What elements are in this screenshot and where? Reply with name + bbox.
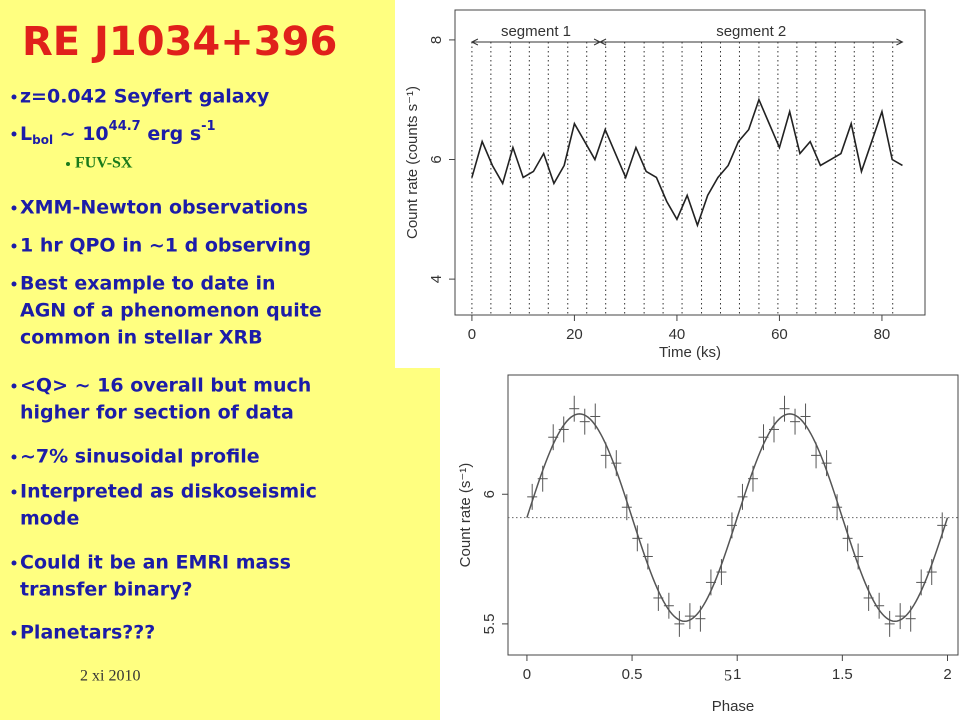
bullet-dot bbox=[11, 205, 17, 211]
sine-fit bbox=[526, 413, 949, 623]
bullet-dot bbox=[11, 281, 17, 287]
sub-bullet: FUV-SX bbox=[75, 155, 133, 172]
bullet-dot bbox=[66, 162, 70, 166]
x-tick-label: 0.5 bbox=[622, 666, 643, 683]
segment-label: segment 1 bbox=[501, 23, 571, 40]
bullet-text: Best example to date in bbox=[20, 273, 276, 295]
chart-panel bbox=[395, 0, 960, 368]
title: RE J1034+396 bbox=[22, 19, 337, 65]
bullet-dot bbox=[11, 243, 17, 249]
bullet-dot bbox=[11, 489, 17, 495]
light-curve bbox=[471, 97, 903, 228]
bullet-dot bbox=[11, 560, 17, 566]
bullet-dot bbox=[11, 630, 17, 636]
bullet-text: transfer binary? bbox=[20, 579, 192, 601]
x-tick-label: 60 bbox=[771, 326, 788, 343]
bullet-dot bbox=[11, 383, 17, 389]
bullet-text: 1 hr QPO in ~1 d observing bbox=[20, 235, 311, 257]
y-tick-label: 6 bbox=[428, 155, 445, 163]
bullet-text: ~7% sinusoidal profile bbox=[20, 446, 260, 468]
x-axis-label: Phase bbox=[712, 698, 755, 715]
bullet-part: bol bbox=[32, 133, 53, 147]
bullet-dot bbox=[11, 94, 17, 100]
x-tick-label: 0 bbox=[523, 666, 531, 683]
bullet-part: L bbox=[20, 123, 32, 145]
x-tick-label: 40 bbox=[669, 326, 686, 343]
y-tick-label: 8 bbox=[428, 36, 445, 44]
x-tick-label: 20 bbox=[566, 326, 583, 343]
bullet-dot bbox=[11, 131, 17, 137]
bullet-part: 44.7 bbox=[109, 119, 141, 134]
x-tick-label: 1.5 bbox=[832, 666, 853, 683]
arrow-head bbox=[598, 38, 904, 46]
bullet-text: Planetars??? bbox=[20, 622, 155, 644]
bullet-part: -1 bbox=[201, 119, 215, 134]
bullet-text: <Q> ~ 16 overall but much bbox=[20, 375, 311, 397]
bullet-text: AGN of a phenomenon quite bbox=[20, 300, 322, 322]
bullet-text: Could it be an EMRI mass bbox=[20, 552, 291, 574]
x-tick-label: 2 bbox=[943, 666, 951, 683]
bullet-text: z=0.042 Seyfert galaxy bbox=[20, 86, 270, 108]
plot-frame bbox=[507, 374, 959, 656]
chart-panel bbox=[440, 368, 960, 720]
y-axis-label: Count rate (counts s⁻¹) bbox=[404, 86, 421, 239]
segment-label: segment 2 bbox=[716, 23, 786, 40]
bullet-text: mode bbox=[20, 508, 79, 530]
x-axis-label: Time (ks) bbox=[659, 344, 721, 361]
x-tick-label: 0 bbox=[468, 326, 476, 343]
page-number: 5 bbox=[724, 668, 732, 685]
y-tick-label: 6 bbox=[481, 490, 498, 498]
bullet-dot bbox=[11, 454, 17, 460]
y-axis-label: Count rate (s⁻¹) bbox=[457, 463, 474, 568]
date: 2 xi 2010 bbox=[80, 668, 140, 685]
y-tick-label: 5.5 bbox=[481, 613, 498, 634]
x-tick-label: 80 bbox=[874, 326, 891, 343]
plot-frame bbox=[454, 9, 926, 316]
background bbox=[0, 0, 440, 720]
x-tick-label: 1 bbox=[733, 666, 741, 683]
bullet-part: ~ 10 bbox=[53, 123, 109, 145]
bullet-text: XMM-Newton observations bbox=[20, 197, 308, 219]
bullet-text: Interpreted as diskoseismic bbox=[20, 481, 317, 503]
y-tick-label: 4 bbox=[428, 275, 445, 283]
bullet-text: common in stellar XRB bbox=[20, 327, 263, 349]
bullet-text: higher for section of data bbox=[20, 402, 294, 424]
bullet-text: Lbol ~ 1044.7 erg s-1 bbox=[20, 119, 216, 147]
bullet-part: erg s bbox=[141, 123, 201, 145]
